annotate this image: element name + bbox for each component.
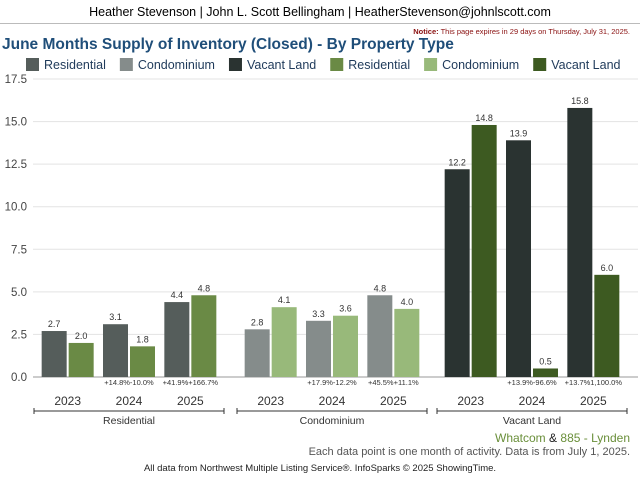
legend-swatch (228, 58, 242, 71)
legend-swatch (119, 58, 133, 71)
y-tick-label: 0.0 (11, 372, 27, 384)
bar-value-label: 4.8 (374, 283, 387, 293)
region-separator: & (549, 431, 558, 445)
change-label: +45.5%+11.1% (368, 378, 419, 387)
legend-swatch (330, 58, 344, 71)
bar-value-label: 3.6 (339, 304, 352, 314)
bar-value-label: 13.9 (510, 128, 528, 138)
bar (68, 342, 94, 377)
change-label: +41.9%+166.7% (163, 378, 219, 387)
bar (471, 124, 497, 377)
bar (333, 315, 358, 377)
y-tick-label: 2.5 (11, 329, 27, 341)
y-tick-label: 5.0 (11, 287, 27, 299)
bar (164, 302, 190, 377)
notice-text: This page expires in 29 days on Thursday… (440, 27, 630, 36)
expiry-notice: Notice: This page expires in 29 days on … (413, 27, 630, 36)
bar-value-label: 6.0 (601, 263, 614, 273)
bar (103, 324, 128, 377)
data-source: All data from Northwest Multiple Listing… (143, 463, 497, 474)
y-tick-label: 12.5 (5, 159, 27, 171)
group-label: Condominium (300, 415, 365, 427)
chart-title: June Months Supply of Inventory (Closed)… (2, 36, 454, 53)
bar-value-label: 2.0 (75, 331, 88, 341)
bar (191, 295, 217, 377)
bar-value-label: 4.0 (401, 297, 414, 307)
region-b: 885 - Lynden (560, 431, 630, 445)
year-tick-label: 2023 (54, 394, 81, 408)
year-tick-label: 2024 (116, 394, 143, 408)
bar-value-label: 0.5 (539, 356, 552, 366)
y-tick-label: 10.0 (5, 202, 27, 214)
bar (130, 346, 155, 377)
bar-value-label: 2.7 (48, 319, 61, 329)
legend-label: Vacant Land (551, 58, 620, 72)
legend-label: Condominium (138, 58, 215, 72)
bar (444, 169, 470, 377)
y-tick-label: 17.5 (5, 74, 27, 86)
bar-value-label: 1.8 (136, 334, 149, 344)
legend-label: Condominium (442, 58, 519, 72)
year-tick-label: 2024 (319, 394, 346, 408)
y-tick-label: 15.0 (5, 117, 27, 129)
notice-label: Notice: (413, 27, 439, 36)
bar (533, 368, 558, 377)
header-bar: Heather Stevenson | John L. Scott Bellin… (0, 0, 640, 24)
year-tick-label: 2024 (519, 394, 546, 408)
legend-swatch (424, 58, 438, 71)
bar (306, 320, 331, 377)
bar-value-label: 2.8 (251, 317, 264, 327)
bar (394, 308, 420, 377)
group-label: Vacant Land (503, 415, 561, 427)
bar (367, 295, 393, 377)
bar (244, 329, 270, 377)
bar-value-label: 4.4 (171, 290, 184, 300)
legend-label: Vacant Land (247, 58, 316, 72)
bar (506, 140, 531, 377)
y-tick-label: 7.5 (11, 244, 27, 256)
year-tick-label: 2025 (580, 394, 607, 408)
data-note: Each data point is one month of activity… (308, 446, 630, 458)
bar (594, 274, 620, 377)
legend-swatch (26, 58, 39, 71)
bar-value-label: 14.8 (475, 113, 493, 123)
region-label: Whatcom & 885 - Lynden (495, 431, 630, 445)
bar-value-label: 4.1 (278, 295, 291, 305)
year-tick-label: 2025 (380, 394, 407, 408)
year-tick-label: 2025 (177, 394, 204, 408)
group-label: Residential (103, 415, 155, 427)
bar-chart: Residential Condominium Vacant Land Residen… (5, 58, 638, 427)
bar-value-label: 3.3 (312, 309, 325, 319)
header-text: Heather Stevenson | John L. Scott Bellin… (89, 5, 551, 19)
change-label: +17.9%-12.2% (307, 378, 357, 387)
legend-label: Residential (44, 58, 106, 72)
legend-swatch (533, 58, 547, 71)
year-tick-label: 2023 (457, 394, 484, 408)
legend-label: Residential (348, 58, 410, 72)
region-a: Whatcom (495, 431, 546, 445)
bar (567, 107, 593, 377)
bar (41, 331, 67, 377)
change-label: +13.7%1,100.0% (565, 378, 623, 387)
bar-value-label: 4.8 (198, 283, 211, 293)
change-label: +13.9%-96.6% (507, 378, 557, 387)
bar-value-label: 3.1 (109, 312, 122, 322)
change-label: +14.8%-10.0% (104, 378, 154, 387)
bar-value-label: 12.2 (448, 157, 466, 167)
bar (271, 307, 297, 377)
year-tick-label: 2023 (257, 394, 284, 408)
bar-value-label: 15.8 (571, 96, 589, 106)
